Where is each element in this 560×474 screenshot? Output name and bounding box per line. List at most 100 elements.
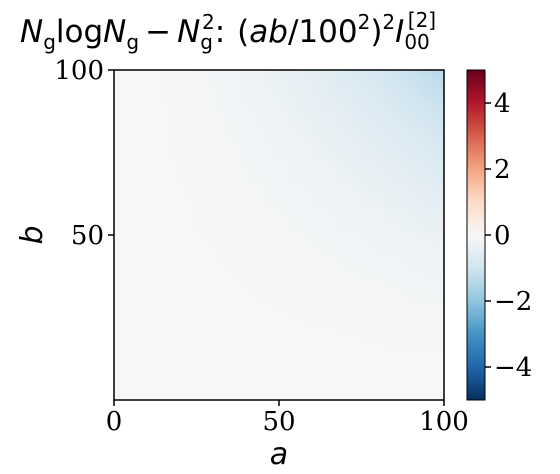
heatmap-cell: [252, 166, 259, 173]
heatmap-cell: [372, 112, 379, 119]
heatmap-cell: [330, 220, 337, 227]
heatmap-cell: [330, 76, 337, 83]
heatmap-cell: [312, 304, 319, 311]
heatmap-cell: [318, 262, 325, 269]
heatmap-cell: [342, 304, 349, 311]
heatmap-cell: [414, 208, 421, 215]
heatmap-cell: [234, 112, 241, 119]
heatmap-cell: [426, 196, 433, 203]
heatmap-cell: [378, 124, 385, 131]
heatmap-cell: [288, 70, 295, 77]
heatmap-cell: [138, 196, 145, 203]
heatmap-cell: [150, 286, 157, 293]
heatmap-cell: [432, 112, 439, 119]
heatmap-cell: [300, 166, 307, 173]
heatmap-cell: [270, 106, 277, 113]
heatmap-cell: [384, 136, 391, 143]
heatmap-cell: [180, 190, 187, 197]
heatmap-cell: [270, 310, 277, 317]
heatmap-cell: [210, 352, 217, 359]
heatmap-cell: [402, 346, 409, 353]
heatmap-cell: [114, 112, 121, 119]
heatmap-cell: [378, 166, 385, 173]
heatmap-cell: [270, 370, 277, 377]
heatmap-cell: [252, 130, 259, 137]
heatmap-cell: [126, 112, 133, 119]
heatmap-cell: [420, 178, 427, 185]
heatmap-cell: [198, 250, 205, 257]
heatmap-cell: [294, 112, 301, 119]
heatmap-cell: [318, 268, 325, 275]
heatmap-cell: [144, 304, 151, 311]
heatmap-cell: [420, 340, 427, 347]
heatmap-cell: [318, 292, 325, 299]
heatmap-cell: [186, 142, 193, 149]
heatmap-cell: [258, 100, 265, 107]
heatmap-cell: [210, 106, 217, 113]
heatmap-cell: [180, 214, 187, 221]
heatmap-cell: [306, 328, 313, 335]
heatmap-cell: [312, 142, 319, 149]
heatmap-cell: [270, 184, 277, 191]
heatmap-cell: [252, 328, 259, 335]
heatmap-cell: [366, 328, 373, 335]
heatmap-cell: [384, 244, 391, 251]
heatmap-cell: [288, 340, 295, 347]
heatmap-cell: [126, 346, 133, 353]
heatmap-cell: [384, 82, 391, 89]
heatmap-cell: [252, 256, 259, 263]
heatmap-cell: [138, 112, 145, 119]
heatmap-cell: [348, 112, 355, 119]
heatmap-cell: [180, 208, 187, 215]
heatmap-cell: [414, 310, 421, 317]
heatmap-cell: [204, 100, 211, 107]
heatmap-cell: [408, 226, 415, 233]
heatmap-cell: [156, 226, 163, 233]
heatmap-cell: [246, 322, 253, 329]
heatmap-cell: [294, 94, 301, 101]
heatmap-cell: [378, 142, 385, 149]
heatmap-cell: [246, 310, 253, 317]
heatmap-cell: [396, 382, 403, 389]
heatmap-cell: [372, 268, 379, 275]
heatmap-cell: [186, 220, 193, 227]
heatmap-cell: [366, 118, 373, 125]
heatmap-cell: [204, 136, 211, 143]
heatmap-cell: [204, 256, 211, 263]
heatmap-cell: [276, 160, 283, 167]
heatmap-cell: [360, 280, 367, 287]
heatmap-cell: [234, 316, 241, 323]
heatmap-cell: [270, 196, 277, 203]
heatmap-cell: [312, 124, 319, 131]
heatmap-cell: [174, 292, 181, 299]
heatmap-cell: [210, 394, 217, 401]
heatmap-cell: [156, 376, 163, 383]
heatmap-cell: [156, 142, 163, 149]
heatmap-cell: [288, 76, 295, 83]
heatmap-cell: [384, 286, 391, 293]
heatmap-cell: [306, 178, 313, 185]
heatmap-cell: [210, 148, 217, 155]
heatmap-cell: [438, 148, 445, 155]
heatmap-cell: [132, 322, 139, 329]
heatmap-cell: [438, 262, 445, 269]
heatmap-cell: [156, 310, 163, 317]
heatmap-cell: [402, 328, 409, 335]
heatmap-cell: [252, 358, 259, 365]
heatmap-cell: [222, 118, 229, 125]
heatmap-cell: [312, 226, 319, 233]
heatmap-cell: [162, 202, 169, 209]
heatmap-cell: [192, 160, 199, 167]
heatmap-cell: [408, 328, 415, 335]
heatmap-cell: [132, 190, 139, 197]
heatmap-cell: [270, 328, 277, 335]
heatmap-cell: [228, 382, 235, 389]
heatmap-cell: [294, 88, 301, 95]
heatmap-cell: [204, 382, 211, 389]
heatmap-cell: [228, 148, 235, 155]
heatmap-cell: [192, 394, 199, 401]
heatmap-cell: [336, 334, 343, 341]
heatmap-cell: [252, 262, 259, 269]
heatmap-cell: [300, 334, 307, 341]
heatmap-cell: [156, 256, 163, 263]
